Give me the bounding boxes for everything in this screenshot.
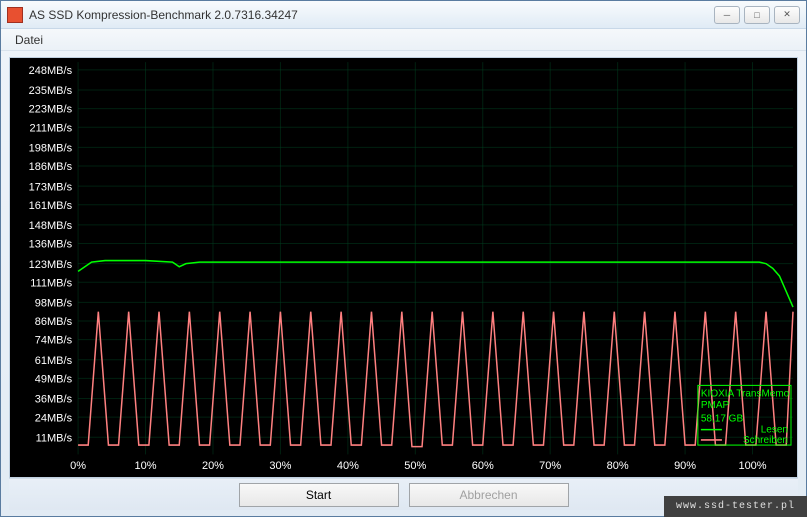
maximize-button[interactable]: □ bbox=[744, 6, 770, 24]
close-button[interactable]: ✕ bbox=[774, 6, 800, 24]
svg-text:58,17 GB: 58,17 GB bbox=[701, 413, 743, 424]
menu-file[interactable]: Datei bbox=[9, 31, 49, 49]
svg-text:49MB/s: 49MB/s bbox=[35, 373, 73, 385]
svg-text:50%: 50% bbox=[404, 460, 426, 472]
svg-text:24MB/s: 24MB/s bbox=[35, 412, 73, 424]
svg-text:148MB/s: 148MB/s bbox=[29, 220, 73, 232]
svg-text:123MB/s: 123MB/s bbox=[29, 259, 73, 271]
svg-text:235MB/s: 235MB/s bbox=[29, 85, 73, 97]
minimize-button[interactable]: ─ bbox=[714, 6, 740, 24]
app-window: AS SSD Kompression-Benchmark 2.0.7316.34… bbox=[0, 0, 807, 517]
window-title: AS SSD Kompression-Benchmark 2.0.7316.34… bbox=[29, 8, 714, 22]
svg-text:30%: 30% bbox=[269, 460, 291, 472]
svg-text:11MB/s: 11MB/s bbox=[36, 432, 73, 444]
svg-text:80%: 80% bbox=[607, 460, 629, 472]
chart-container: 11MB/s 24MB/s 36MB/s 49MB/s 61MB/s 74MB/s 86MB… bbox=[9, 57, 798, 478]
abort-button[interactable]: Abbrechen bbox=[409, 483, 569, 507]
svg-text:223MB/s: 223MB/s bbox=[29, 104, 73, 116]
svg-text:20%: 20% bbox=[202, 460, 224, 472]
svg-text:PMAP: PMAP bbox=[701, 400, 730, 411]
svg-text:211MB/s: 211MB/s bbox=[29, 122, 72, 134]
svg-text:248MB/s: 248MB/s bbox=[29, 65, 73, 77]
svg-text:Schreiben: Schreiben bbox=[743, 435, 788, 446]
svg-text:0%: 0% bbox=[70, 460, 86, 472]
svg-text:111MB/s: 111MB/s bbox=[30, 277, 72, 289]
svg-text:60%: 60% bbox=[472, 460, 494, 472]
watermark: www.ssd-tester.pl bbox=[664, 496, 807, 517]
svg-text:173MB/s: 173MB/s bbox=[29, 181, 73, 193]
content-area: 11MB/s 24MB/s 36MB/s 49MB/s 61MB/s 74MB/s 86MB… bbox=[1, 51, 806, 516]
svg-text:136MB/s: 136MB/s bbox=[29, 239, 73, 251]
svg-text:98MB/s: 98MB/s bbox=[35, 297, 73, 309]
start-button[interactable]: Start bbox=[239, 483, 399, 507]
svg-text:90%: 90% bbox=[674, 460, 696, 472]
svg-text:161MB/s: 161MB/s bbox=[29, 200, 73, 212]
svg-text:186MB/s: 186MB/s bbox=[29, 161, 73, 173]
svg-text:70%: 70% bbox=[539, 460, 561, 472]
window-controls: ─ □ ✕ bbox=[714, 6, 800, 24]
svg-text:74MB/s: 74MB/s bbox=[35, 335, 73, 347]
svg-text:KIOXIA TransMemo: KIOXIA TransMemo bbox=[701, 389, 790, 400]
app-icon bbox=[7, 7, 23, 23]
svg-text:36MB/s: 36MB/s bbox=[35, 394, 73, 406]
menubar: Datei bbox=[1, 29, 806, 51]
svg-text:100%: 100% bbox=[738, 460, 766, 472]
svg-text:86MB/s: 86MB/s bbox=[35, 316, 73, 328]
svg-text:40%: 40% bbox=[337, 460, 359, 472]
svg-text:61MB/s: 61MB/s bbox=[35, 355, 73, 367]
titlebar[interactable]: AS SSD Kompression-Benchmark 2.0.7316.34… bbox=[1, 1, 806, 29]
svg-text:10%: 10% bbox=[135, 460, 157, 472]
benchmark-chart: 11MB/s 24MB/s 36MB/s 49MB/s 61MB/s 74MB/s 86MB… bbox=[10, 58, 797, 477]
svg-text:198MB/s: 198MB/s bbox=[29, 142, 73, 154]
